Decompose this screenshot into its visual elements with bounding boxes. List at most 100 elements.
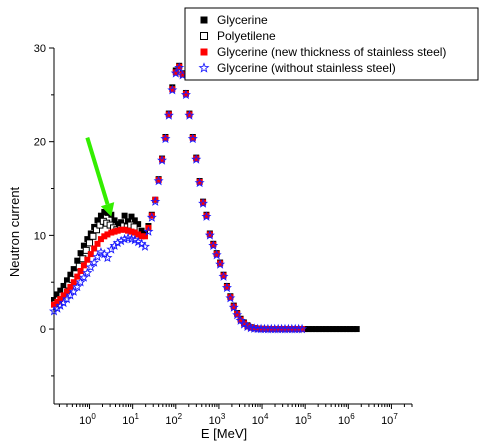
data-point: [138, 233, 145, 240]
x-tick-label: 107: [381, 412, 398, 427]
data-point: [84, 236, 91, 243]
arrow-head: [100, 202, 115, 217]
data-point: [184, 110, 195, 120]
data-point: [160, 133, 171, 144]
data-point: [114, 221, 121, 228]
data-point: [152, 196, 159, 203]
legend-label: Glycerine (new thickness of stainless st…: [217, 45, 446, 59]
data-point: [118, 219, 125, 226]
data-point: [77, 267, 84, 274]
series-1: [51, 62, 360, 333]
data-point: [350, 326, 357, 333]
data-point: [51, 297, 57, 304]
data-point: [148, 212, 155, 219]
data-point: [319, 326, 326, 333]
legend-marker: [200, 48, 208, 56]
data-point: [193, 155, 200, 162]
y-tick-label: 10: [34, 230, 46, 242]
data-point: [121, 212, 128, 219]
data-point: [163, 110, 174, 120]
data-point: [54, 291, 61, 298]
data-point: [104, 209, 111, 216]
data-point: [329, 326, 336, 333]
data-point: [146, 212, 157, 222]
data-point: [104, 231, 111, 238]
data-point: [261, 325, 268, 332]
data-point: [322, 326, 329, 333]
data-point: [89, 232, 97, 240]
data-point: [213, 251, 220, 258]
x-tick-label: 102: [165, 412, 182, 427]
data-point: [51, 301, 57, 308]
data-point: [159, 156, 166, 163]
data-point: [220, 272, 227, 279]
data-point: [72, 281, 83, 292]
data-point: [78, 272, 89, 282]
data-point: [278, 326, 285, 333]
legend-label: Glycerine: [217, 13, 268, 27]
x-axis: 100 101 102 103 104 105 106 107: [58, 404, 413, 427]
data-point: [67, 283, 74, 290]
series-layer: [48, 62, 360, 334]
data-point: [234, 311, 241, 318]
data-point: [346, 326, 353, 333]
data-point: [116, 235, 127, 246]
data-point: [141, 233, 148, 240]
data-point: [227, 294, 234, 301]
data-point: [82, 267, 93, 278]
data-point: [210, 241, 217, 248]
data-point: [264, 326, 271, 333]
x-tick-label: 106: [338, 412, 355, 427]
legend-box: [184, 7, 479, 81]
data-point: [68, 286, 79, 296]
data-point: [67, 271, 74, 278]
data-point: [135, 221, 142, 228]
data-point: [223, 283, 230, 290]
data-point: [57, 287, 64, 294]
data-point: [288, 326, 295, 333]
data-point: [94, 240, 101, 247]
data-point: [74, 273, 81, 280]
data-point: [60, 282, 67, 289]
data-point: [135, 231, 142, 238]
data-point: [97, 236, 104, 243]
data-point: [128, 213, 135, 220]
data-point: [230, 303, 237, 310]
data-point: [179, 71, 186, 78]
data-point: [75, 276, 86, 287]
data-point: [254, 325, 261, 332]
data-point: [157, 155, 168, 165]
data-point: [70, 266, 77, 273]
data-point: [92, 251, 103, 262]
y-tick-label: 0: [40, 324, 46, 336]
data-point: [85, 261, 96, 272]
data-point: [343, 326, 350, 333]
data-point: [176, 63, 183, 70]
data-point: [353, 326, 360, 333]
data-point: [186, 111, 193, 118]
data-point: [80, 242, 87, 249]
data-point: [89, 257, 100, 267]
data-point: [217, 260, 224, 267]
data-point: [63, 288, 70, 295]
data-point: [108, 229, 115, 236]
data-point: [340, 326, 347, 333]
data-point: [295, 326, 302, 333]
y-axis: 0 10 20 30: [34, 43, 54, 377]
data-point: [63, 277, 70, 284]
data-point: [333, 326, 340, 333]
data-point: [232, 309, 243, 320]
data-point: [221, 282, 232, 293]
data-point: [297, 323, 308, 334]
data-point: [138, 227, 145, 234]
data-point: [336, 326, 343, 333]
data-point: [131, 217, 138, 224]
annotation-layer: [85, 137, 115, 217]
data-point: [281, 326, 288, 333]
data-point: [128, 228, 135, 235]
legend: Glycerine Polyetilene Glycerine (new thick…: [184, 7, 479, 81]
data-point: [101, 233, 108, 240]
data-point: [299, 326, 306, 333]
data-point: [228, 302, 239, 312]
